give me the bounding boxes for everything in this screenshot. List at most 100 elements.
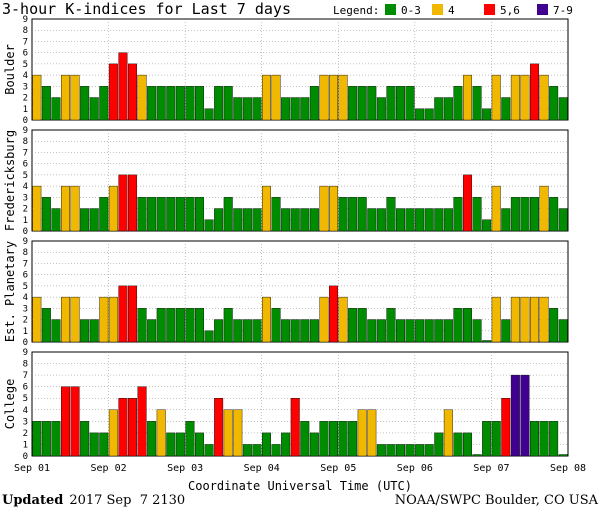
y-tick-label: 7 bbox=[23, 371, 28, 381]
k-index-bar bbox=[204, 330, 214, 343]
k-index-bar bbox=[443, 319, 453, 343]
k-index-bar bbox=[80, 319, 90, 343]
k-index-bar bbox=[242, 444, 252, 457]
y-tick-label: 8 bbox=[23, 26, 28, 36]
k-index-bar bbox=[147, 197, 157, 232]
y-tick-label: 6 bbox=[23, 383, 28, 393]
legend-entry-label: 5,6 bbox=[500, 4, 520, 17]
k-index-bar bbox=[185, 421, 195, 457]
k-index-bar bbox=[396, 208, 405, 232]
y-tick-label: 0 bbox=[23, 452, 28, 462]
k-index-bar bbox=[453, 432, 463, 457]
k-index-bar bbox=[376, 97, 386, 121]
k-index-bar bbox=[405, 208, 415, 232]
k-index-bar bbox=[386, 444, 396, 457]
k-index-bar bbox=[156, 409, 166, 457]
k-index-bar bbox=[396, 86, 405, 121]
k-index-bar bbox=[166, 308, 176, 343]
k-index-bar bbox=[386, 86, 396, 121]
k-index-bar bbox=[558, 454, 568, 457]
k-index-bar bbox=[463, 74, 472, 121]
y-tick-label: 7 bbox=[23, 148, 28, 158]
k-index-bar bbox=[319, 296, 329, 343]
k-index-bar bbox=[463, 432, 472, 457]
k-index-bar bbox=[137, 197, 147, 232]
x-tick-label: Sep 05 bbox=[320, 463, 356, 474]
legend-swatch-3 bbox=[537, 4, 548, 15]
k-index-bar bbox=[233, 319, 243, 343]
y-tick-label: 1 bbox=[23, 105, 28, 115]
k-index-bar bbox=[424, 444, 434, 457]
k-index-bar bbox=[185, 197, 195, 232]
k-index-bar bbox=[329, 74, 338, 121]
y-tick-label: 1 bbox=[23, 327, 28, 337]
k-index-bar bbox=[549, 308, 559, 343]
legend-swatch-2 bbox=[484, 4, 495, 15]
k-index-bar bbox=[386, 197, 396, 232]
k-index-bar bbox=[520, 296, 530, 343]
k-index-bar bbox=[108, 296, 118, 343]
k-index-bar bbox=[118, 285, 128, 343]
x-tick-label: Sep 08 bbox=[550, 463, 586, 474]
x-axis-label: Coordinate Universal Time (UTC) bbox=[188, 479, 412, 493]
x-tick-label: Sep 06 bbox=[397, 463, 433, 474]
k-index-bar bbox=[309, 86, 319, 121]
k-index-bar bbox=[80, 421, 90, 457]
legend-swatch-0 bbox=[385, 4, 396, 15]
k-index-bar bbox=[89, 208, 99, 232]
y-tick-label: 8 bbox=[23, 360, 28, 370]
k-index-bar bbox=[32, 185, 42, 232]
k-index-bar bbox=[376, 444, 386, 457]
x-tick-label: Sep 07 bbox=[473, 463, 509, 474]
k-index-bar bbox=[453, 197, 463, 232]
k-index-bar bbox=[137, 308, 147, 343]
k-index-bar bbox=[166, 86, 176, 121]
y-tick-label: 4 bbox=[23, 182, 28, 192]
k-index-bar bbox=[195, 86, 204, 121]
k-index-bar bbox=[357, 86, 367, 121]
k-index-bar bbox=[147, 319, 157, 343]
k-index-bar bbox=[128, 398, 137, 457]
k-index-bar bbox=[223, 409, 233, 457]
k-index-bar bbox=[415, 208, 425, 232]
k-index-bar bbox=[262, 296, 271, 343]
k-index-bar bbox=[80, 208, 90, 232]
legend-entry-label: 7-9 bbox=[553, 4, 573, 17]
k-index-bar bbox=[252, 97, 262, 121]
k-index-bar bbox=[80, 86, 90, 121]
k-index-bar bbox=[501, 398, 511, 457]
k-index-bar bbox=[252, 319, 262, 343]
y-tick-label: 5 bbox=[23, 60, 28, 70]
k-index-bar bbox=[233, 208, 243, 232]
k-index-bar bbox=[396, 319, 405, 343]
k-index-bar bbox=[482, 340, 492, 343]
k-index-bar bbox=[530, 63, 539, 121]
k-index-bar bbox=[300, 421, 310, 457]
k-index-bar bbox=[137, 386, 147, 457]
k-index-bar bbox=[491, 296, 501, 343]
k-index-bar bbox=[367, 409, 377, 457]
k-index-bar bbox=[281, 432, 291, 457]
k-index-bar bbox=[376, 319, 386, 343]
k-index-bar bbox=[262, 74, 271, 121]
k-index-bar bbox=[99, 296, 109, 343]
k-index-bar bbox=[70, 74, 80, 121]
footer-updated-value: 2017 Sep 7 2130 bbox=[69, 493, 185, 508]
k-index-bar bbox=[300, 208, 310, 232]
x-tick-label: Sep 04 bbox=[244, 463, 280, 474]
k-index-bar bbox=[367, 319, 377, 343]
k-index-bar bbox=[185, 308, 195, 343]
k-index-bar bbox=[204, 108, 214, 121]
k-index-bar bbox=[89, 432, 99, 457]
legend-swatch-1 bbox=[432, 4, 443, 15]
x-tick-label: Sep 02 bbox=[91, 463, 127, 474]
y-tick-label: 7 bbox=[23, 37, 28, 47]
y-tick-label: 3 bbox=[23, 304, 28, 314]
y-tick-label: 0 bbox=[23, 227, 28, 237]
k-index-bar bbox=[214, 208, 224, 232]
x-tick-label: Sep 03 bbox=[167, 463, 203, 474]
k-index-bar bbox=[290, 398, 300, 457]
k-index-bar bbox=[510, 374, 520, 457]
k-index-bar bbox=[491, 185, 501, 232]
